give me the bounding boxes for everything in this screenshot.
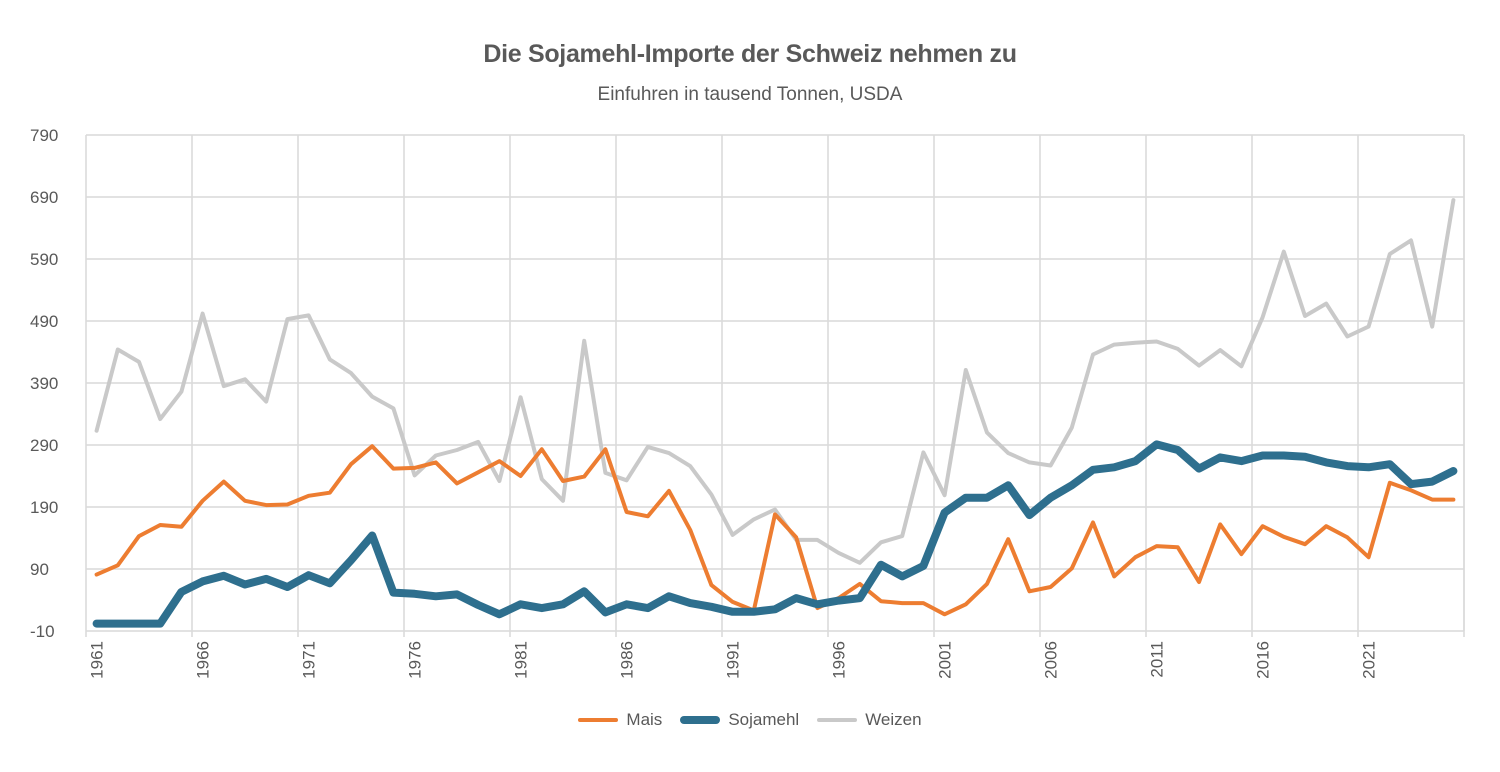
legend-swatch xyxy=(817,718,858,722)
x-tick-label: 1991 xyxy=(724,641,743,679)
x-tick-label: 1981 xyxy=(512,641,531,679)
chart-title: Die Sojamehl-Importe der Schweiz nehmen … xyxy=(483,40,1017,68)
series-line-sojamehl xyxy=(92,440,1458,628)
x-tick-label: 2011 xyxy=(1148,641,1167,678)
x-tick-label: 1996 xyxy=(830,641,849,679)
series-line-weizen xyxy=(94,198,1456,565)
legend-swatch xyxy=(578,718,619,722)
chart-subtitle: Einfuhren in tausend Tonnen, USDA xyxy=(597,84,903,105)
x-axis-tick-labels: 1961 1966 1971 1976 1981 1986 1991 1996 2001 2006… xyxy=(88,641,1379,679)
legend: Mais Sojamehl Weizen xyxy=(0,710,1500,730)
legend-item-mais: Mais xyxy=(578,710,662,730)
y-tick-label: 90 xyxy=(30,560,49,579)
x-tick-label: 2001 xyxy=(936,641,955,679)
legend-label: Mais xyxy=(626,710,663,729)
y-tick-label: 290 xyxy=(30,436,58,455)
legend-label: Sojamehl xyxy=(728,710,800,729)
y-tick-label: 490 xyxy=(30,312,58,331)
y-axis-tick-labels: -10 90 190 290 390 490 590 690 790 xyxy=(30,126,58,641)
y-tick-label: 790 xyxy=(30,126,58,145)
legend-item-sojamehl: Sojamehl xyxy=(680,710,799,730)
series-lines xyxy=(92,198,1458,628)
x-tick-label: 1971 xyxy=(300,641,319,679)
legend-label: Weizen xyxy=(865,710,922,729)
x-tick-label: 2021 xyxy=(1360,641,1379,679)
legend-swatch xyxy=(680,716,721,724)
y-tick-label: 690 xyxy=(30,188,58,207)
y-tick-label: 390 xyxy=(30,374,58,393)
x-tick-label: 2016 xyxy=(1254,641,1273,679)
x-tick-label: 1986 xyxy=(618,641,637,679)
legend-item-weizen: Weizen xyxy=(817,710,922,730)
x-tick-label: 1976 xyxy=(406,641,425,679)
x-tick-label: 2006 xyxy=(1042,641,1061,679)
y-tick-label: 190 xyxy=(30,498,58,517)
series-line-mais xyxy=(94,444,1456,617)
y-tick-label: -10 xyxy=(30,622,55,641)
y-tick-label: 590 xyxy=(30,250,58,269)
gridlines xyxy=(85,134,1465,637)
x-tick-label: 1961 xyxy=(88,641,107,679)
x-tick-label: 1966 xyxy=(194,641,213,679)
